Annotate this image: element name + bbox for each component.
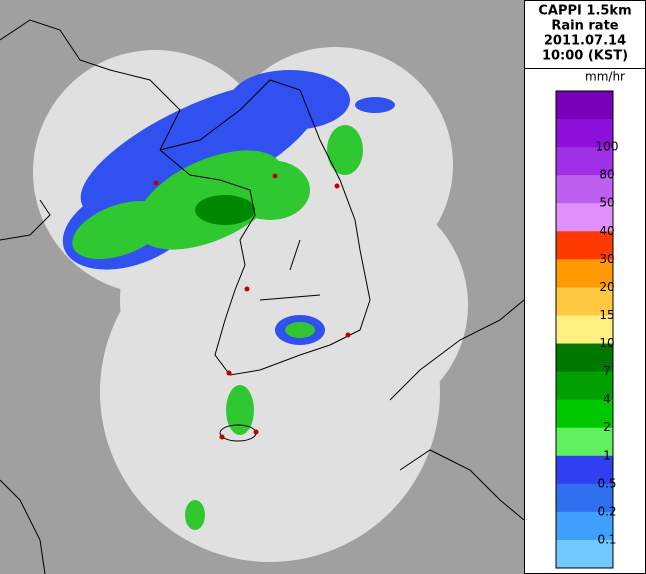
legend-label: 4 (603, 392, 611, 406)
legend-swatch (556, 259, 613, 288)
legend-border (555, 90, 614, 569)
legend-label: 30 (599, 252, 614, 266)
legend-swatch (556, 203, 613, 232)
legend-label: 1 (603, 448, 611, 462)
legend-swatch (556, 483, 613, 513)
legend-swatch (556, 455, 613, 485)
legend-swatch (556, 511, 613, 541)
legend-label: 0.5 (597, 476, 616, 490)
legend-swatch (556, 539, 613, 569)
header-line: 2011.07.14 (544, 34, 626, 49)
legend-swatch (556, 91, 613, 120)
legend-label: 20 (599, 280, 614, 294)
legend-swatch (556, 427, 613, 457)
legend-swatch (556, 399, 613, 429)
legend-label: 40 (599, 224, 614, 238)
map (0, 0, 525, 574)
legend-swatch (556, 287, 613, 316)
header-line: CAPPI 1.5km (538, 4, 631, 19)
legend-label: 0.1 (597, 532, 616, 546)
legend-swatch (556, 315, 613, 345)
legend-swatch (556, 147, 613, 176)
legend-swatch (556, 371, 613, 401)
legend-label: 15 (599, 308, 614, 322)
legend-swatch (556, 231, 613, 260)
legend-swatch (556, 119, 613, 148)
radar-sites (153, 173, 351, 440)
legend-label: 2 (603, 420, 611, 434)
legend-label: 7 (603, 364, 611, 378)
legend-unit: mm/hr (585, 70, 625, 84)
coastlines (0, 19, 525, 574)
legend-swatch (556, 175, 613, 204)
legend: 100 80 50 40 30 20 15 10 7 4 2 1 0.5 0.2 0.1 (555, 90, 619, 569)
legend-label: 10 (599, 336, 614, 350)
legend-label: 0.2 (597, 504, 616, 518)
header-line: Rain rate (551, 19, 618, 34)
header-line: 10:00 (KST) (542, 49, 628, 64)
legend-swatch (556, 343, 613, 373)
legend-label: 80 (599, 168, 614, 182)
legend-label: 50 (599, 196, 614, 210)
legend-label: 100 (596, 140, 619, 154)
rain-echoes (62, 70, 395, 530)
